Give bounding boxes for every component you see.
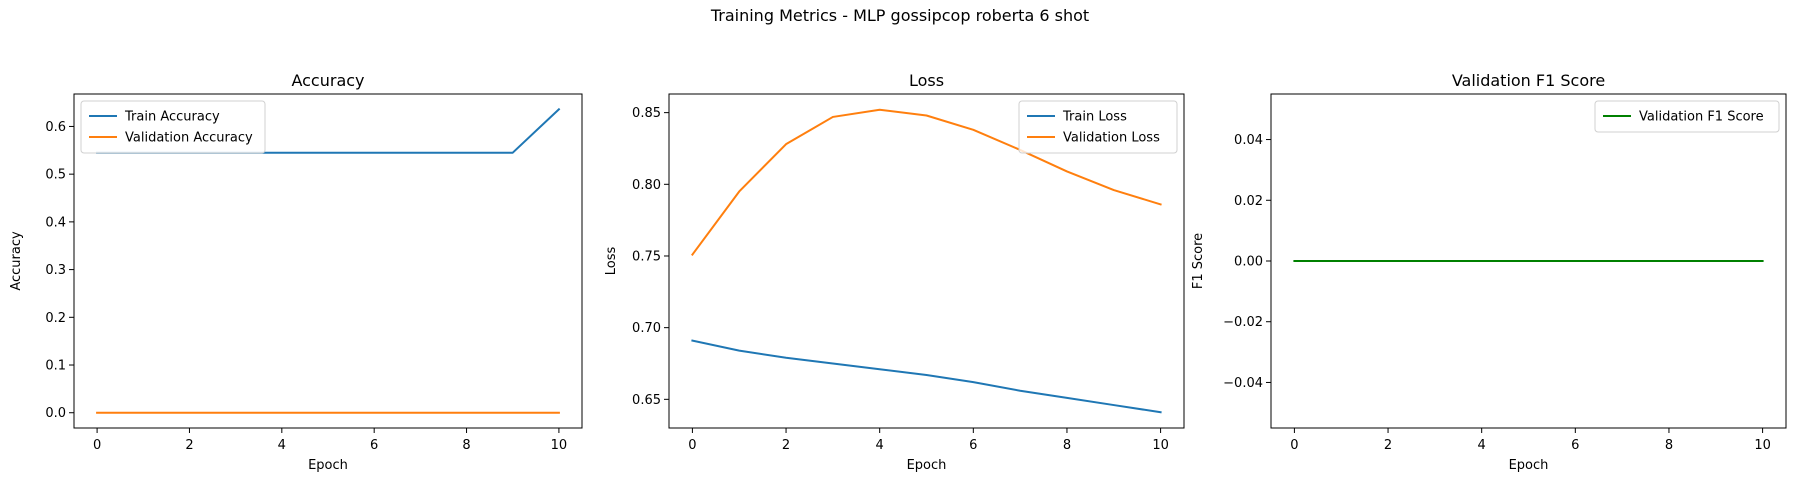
x-axis-label: Epoch bbox=[907, 458, 947, 473]
legend: Train Loss Validation Loss bbox=[1018, 100, 1178, 154]
y-tick-label: 0.2 bbox=[45, 311, 66, 326]
x-tick-label: 8 bbox=[1063, 438, 1071, 453]
subplot-title: Accuracy bbox=[291, 71, 364, 90]
x-tick-label: 10 bbox=[1754, 438, 1771, 453]
y-tick-label: 0.65 bbox=[632, 393, 661, 408]
y-tick-label: 0.04 bbox=[1234, 133, 1263, 148]
axes-frame bbox=[668, 93, 1185, 429]
y-tick-label: −0.04 bbox=[1223, 376, 1263, 391]
legend: Validation F1 Score bbox=[1594, 100, 1780, 133]
series-line-1 bbox=[691, 339, 1162, 414]
x-axis-label: Epoch bbox=[308, 458, 348, 473]
legend-box bbox=[1594, 100, 1780, 133]
x-tick-label: 8 bbox=[1665, 438, 1673, 453]
x-tick-label: 4 bbox=[876, 438, 884, 453]
legend-entry: Validation Loss bbox=[1063, 131, 1160, 146]
y-tick-label: 0.3 bbox=[45, 263, 66, 278]
series-line-2 bbox=[691, 108, 1162, 256]
x-tick-label: 10 bbox=[1152, 438, 1169, 453]
x-tick-label: 4 bbox=[1478, 438, 1486, 453]
y-tick-label: 0.00 bbox=[1234, 255, 1263, 270]
legend-entry: Train Loss bbox=[1062, 110, 1127, 125]
x-tick-label: 2 bbox=[1384, 438, 1392, 453]
x-tick-label: 0 bbox=[1290, 438, 1298, 453]
y-axis-label: F1 Score bbox=[1191, 233, 1206, 289]
legend-entry: Validation F1 Score bbox=[1639, 110, 1764, 125]
subplot-2: 0 2 4 6 8 10 0.65 0.70 0.75 0.80 0.85 Loss Epoch Loss… bbox=[604, 71, 1185, 473]
y-tick-label: 0.1 bbox=[45, 359, 66, 374]
legend-entry: Train Accuracy bbox=[124, 110, 220, 125]
legend-entry: Validation Accuracy bbox=[125, 131, 253, 146]
legend: Train Accuracy Validation Accuracy bbox=[80, 100, 266, 154]
legend-box bbox=[1018, 100, 1178, 154]
x-axis-label: Epoch bbox=[1509, 458, 1549, 473]
x-tick-label: 2 bbox=[185, 438, 193, 453]
subplot-3: 0 2 4 6 8 10 −0.04 −0.02 0.00 0.02 0.04 Validation … bbox=[1191, 71, 1787, 473]
figure-title: Training Metrics - MLP gossipcop roberta… bbox=[710, 6, 1090, 25]
y-tick-label: −0.02 bbox=[1223, 315, 1263, 330]
y-tick-label: 0.85 bbox=[632, 106, 661, 121]
x-tick-label: 2 bbox=[782, 438, 790, 453]
x-tick-label: 6 bbox=[969, 438, 977, 453]
x-tick-label: 6 bbox=[1571, 438, 1579, 453]
y-tick-label: 0.0 bbox=[45, 406, 66, 421]
x-tick-label: 6 bbox=[370, 438, 378, 453]
subplot-title: Validation F1 Score bbox=[1452, 71, 1605, 90]
x-tick-label: 8 bbox=[462, 438, 470, 453]
y-axis-label: Accuracy bbox=[9, 231, 24, 291]
x-tick-label: 0 bbox=[93, 438, 101, 453]
x-tick-label: 10 bbox=[551, 438, 568, 453]
y-tick-label: 0.70 bbox=[632, 321, 661, 336]
legend-box bbox=[80, 100, 266, 154]
y-tick-label: 0.6 bbox=[45, 120, 66, 135]
x-tick-label: 0 bbox=[688, 438, 696, 453]
y-tick-label: 0.02 bbox=[1234, 194, 1263, 209]
subplot-1: 0 2 4 6 8 10 0.0 0.1 0.2 0.3 0.4 0.5 0.6 Accuracy Epoc… bbox=[9, 71, 583, 473]
axes-frame bbox=[73, 93, 583, 429]
subplot-title: Loss bbox=[909, 71, 944, 90]
x-tick-label: 4 bbox=[278, 438, 286, 453]
y-tick-label: 0.4 bbox=[45, 215, 66, 230]
y-tick-label: 0.5 bbox=[45, 168, 66, 183]
y-tick-label: 0.75 bbox=[632, 249, 661, 264]
y-axis-label: Loss bbox=[604, 247, 619, 276]
y-tick-label: 0.80 bbox=[632, 178, 661, 193]
